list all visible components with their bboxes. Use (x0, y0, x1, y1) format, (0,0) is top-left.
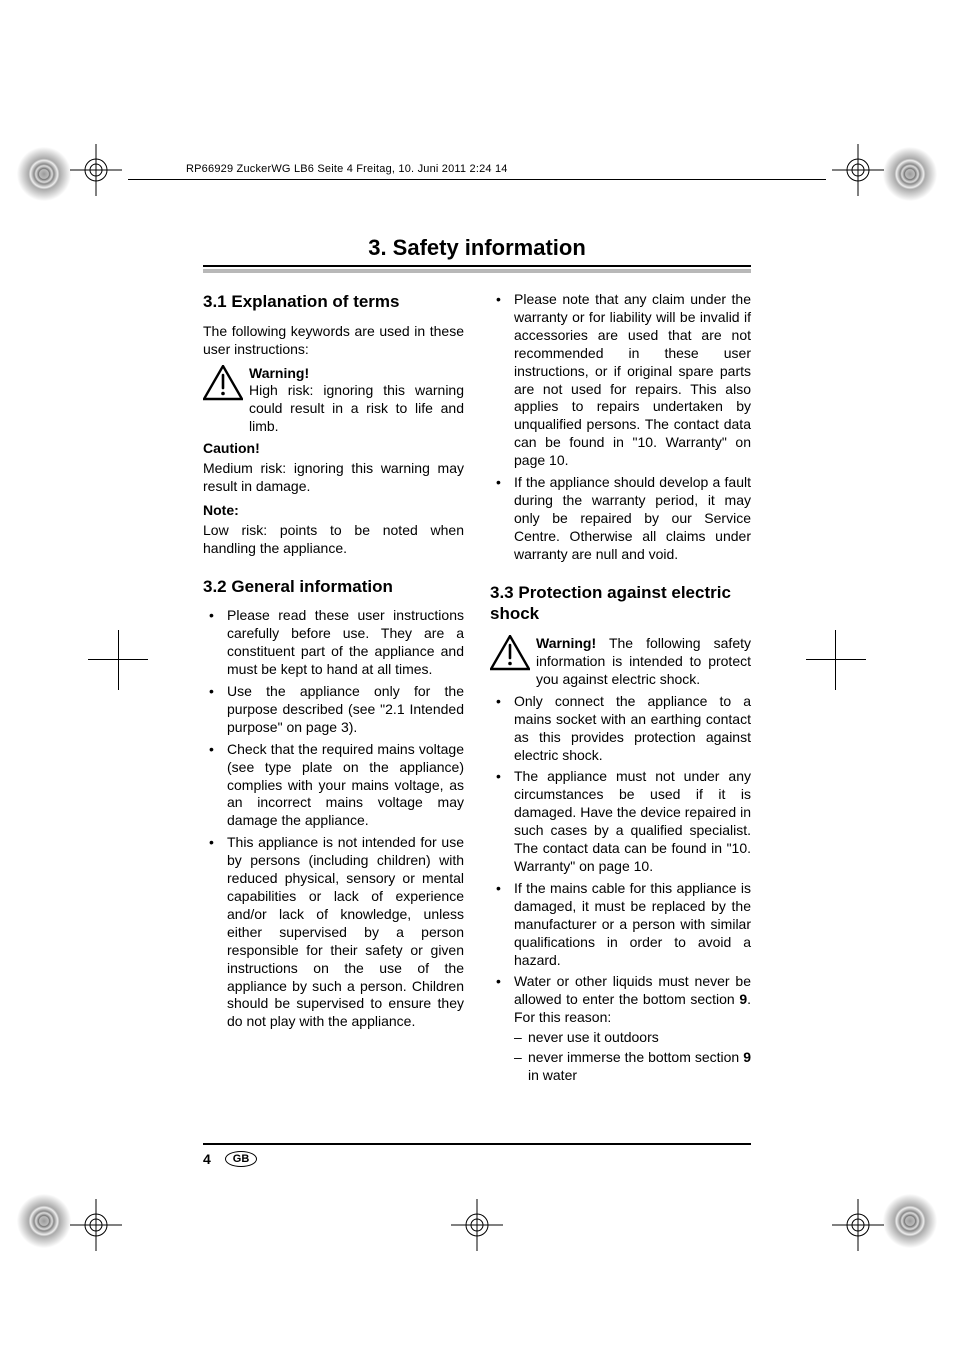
sub-dash-list: never use it outdoors never immerse the … (514, 1029, 751, 1085)
header-meta: RP66929 ZuckerWG LB6 Seite 4 Freitag, 10… (186, 163, 508, 175)
warning-text: Warning! High risk: ignoring this warnin… (249, 365, 464, 437)
warning-triangle-icon (490, 635, 530, 671)
shock-list: Only connect the appliance to a mains so… (490, 693, 751, 1085)
chapter-title: 3. Safety information (203, 235, 751, 261)
general-info-list-cont: Please note that any claim under the war… (490, 291, 751, 564)
page-number: 4 (203, 1151, 211, 1167)
c4-ref: 9 (739, 991, 747, 1007)
list-item: If the mains cable for this appliance is… (490, 880, 751, 970)
list-item: Water or other liquids must never be all… (490, 973, 751, 1084)
list-item: never use it outdoors (514, 1029, 751, 1047)
registration-mark-br (832, 1199, 884, 1251)
warning-block-2: Warning! The following safety informatio… (490, 635, 751, 689)
list-item: never immerse the bottom section 9 in wa… (514, 1049, 751, 1085)
caution-body: Medium risk: ignoring this warning may r… (203, 460, 464, 496)
d2-b: in water (528, 1067, 577, 1083)
note-label: Note: (203, 502, 464, 520)
list-item: Use the appliance only for the purpose d… (203, 683, 464, 737)
column-left: 3.1 Explanation of terms The following k… (203, 291, 464, 1089)
list-item: Please note that any claim under the war… (490, 291, 751, 470)
chapter-rule-light (203, 269, 751, 273)
registration-mark-tr (832, 144, 884, 196)
print-radial-bl (12, 1189, 76, 1253)
d2-a: never immerse the bottom section (528, 1049, 743, 1065)
heading-3-1: 3.1 Explanation of terms (203, 291, 464, 313)
heading-3-3: 3.3 Protection against electric shock (490, 582, 751, 626)
heading-3-2: 3.2 General information (203, 576, 464, 598)
d2-ref: 9 (743, 1049, 751, 1065)
registration-mark-bc (451, 1199, 503, 1251)
intro-3-1: The following keywords are used in these… (203, 323, 464, 359)
warning-triangle-icon (203, 365, 243, 401)
note-body: Low risk: points to be noted when handli… (203, 522, 464, 558)
print-radial-br (878, 1189, 942, 1253)
column-right: Please note that any claim under the war… (490, 291, 751, 1089)
list-item: The appliance must not under any circums… (490, 768, 751, 875)
footer: 4 GB (203, 1143, 751, 1167)
print-radial-tl (12, 142, 76, 206)
locale-badge: GB (225, 1151, 258, 1167)
warning-text-2: Warning! The following safety informatio… (536, 635, 751, 689)
side-cross-right-v (835, 630, 836, 690)
list-item: If the appliance should develop a fault … (490, 474, 751, 564)
c4-a: Water or other liquids must never be all… (514, 973, 751, 1007)
warning-body: High risk: ignoring this warning could r… (249, 382, 464, 434)
chapter-rule-dark (203, 265, 751, 267)
registration-mark-bl (70, 1199, 122, 1251)
list-item: Please read these user instructions care… (203, 607, 464, 679)
registration-mark-tl (70, 144, 122, 196)
warning-label-2: Warning! (536, 635, 596, 651)
side-cross-left-v (118, 630, 119, 690)
side-cross-right-h (806, 659, 866, 660)
footer-rule (203, 1143, 751, 1145)
list-item: Check that the required mains voltage (s… (203, 741, 464, 831)
warning-label: Warning! (249, 365, 309, 381)
general-info-list: Please read these user instructions care… (203, 607, 464, 1031)
warning-block: Warning! High risk: ignoring this warnin… (203, 365, 464, 437)
print-radial-tr (878, 142, 942, 206)
header-rule (128, 179, 826, 180)
caution-label: Caution! (203, 440, 464, 458)
list-item: This appliance is not intended for use b… (203, 834, 464, 1031)
list-item: Only connect the appliance to a mains so… (490, 693, 751, 765)
page-content: 3. Safety information 3.1 Explanation of… (203, 235, 751, 1089)
